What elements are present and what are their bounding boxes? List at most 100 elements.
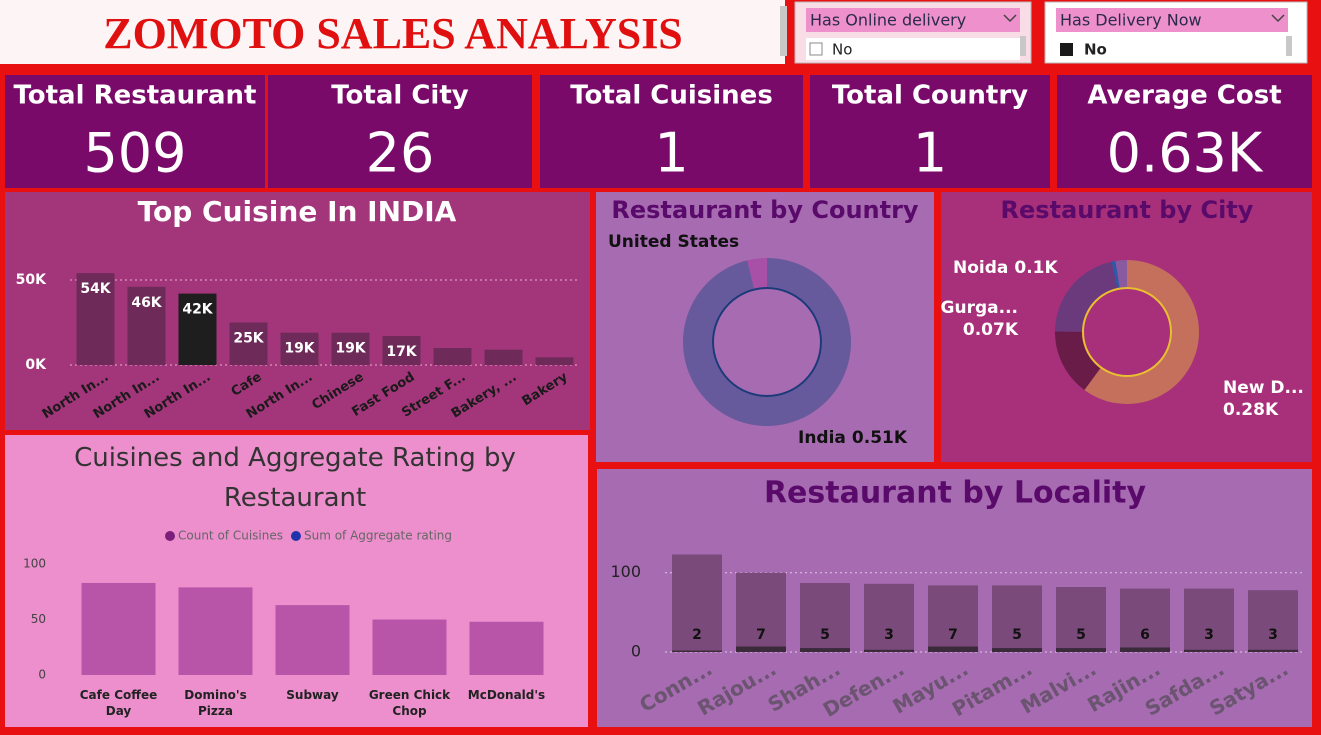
bar-segment [992, 648, 1042, 652]
chart-title: Top Cuisine In INDIA [138, 195, 457, 228]
kpi-value: 0.63K [1107, 122, 1264, 185]
data-label: 2 [692, 627, 702, 643]
donut-slice [1055, 261, 1118, 332]
kpi-label: Total Cuisines [570, 81, 773, 111]
bar [280, 332, 319, 365]
x-tick-label: McDonald's [467, 688, 546, 702]
x-tick-label: Green Chick Chop [368, 688, 451, 718]
data-label: 0.28K [1223, 400, 1279, 420]
data-label: 54K [80, 281, 111, 297]
slicer-option[interactable]: No [1084, 41, 1107, 59]
donut-slice [1054, 331, 1101, 391]
bar-segment [992, 585, 1042, 649]
slicer-header[interactable] [806, 8, 1020, 32]
data-label: 5 [1012, 627, 1022, 643]
slicer-header[interactable] [1056, 8, 1288, 32]
bar [372, 619, 447, 675]
kpi-label: Total City [331, 81, 469, 111]
dashboard-title: ZOMOTO SALES ANALYSIS [103, 9, 683, 58]
bar-segment [800, 648, 850, 652]
bar-segment [1248, 649, 1298, 652]
y-tick-label: 0 [38, 668, 46, 682]
category-label: Noida [953, 258, 1008, 278]
bar-segment [800, 583, 850, 649]
kpi-value: 1 [913, 122, 947, 185]
bar-segment [672, 554, 722, 651]
bar-segment [736, 646, 786, 652]
data-label: 7 [756, 627, 766, 643]
x-tick-label: Subway [286, 688, 339, 702]
checkbox[interactable] [1060, 43, 1073, 56]
x-tick-label: Cafe Coffee Day [79, 688, 158, 718]
data-label: 3 [1204, 627, 1214, 643]
bar-segment [1120, 647, 1170, 652]
kpi-card [810, 75, 1050, 188]
dropdown-icon[interactable] [1003, 14, 1017, 23]
kpi-value: 509 [83, 122, 186, 185]
bar-segment [672, 650, 722, 652]
bar-segment [864, 583, 914, 650]
bar-segment [864, 649, 914, 652]
data-label: Gurga... [941, 298, 1018, 318]
bar [382, 336, 421, 365]
value-label: 0.28K [1223, 400, 1279, 420]
chart-title-box: Cuisines and Aggregate Rating by Restaur… [74, 443, 516, 513]
donut-slice [1115, 260, 1127, 288]
bar-segment [1248, 590, 1298, 650]
bar [484, 349, 523, 365]
y-tick-label: 100 [610, 562, 641, 581]
legend-marker [290, 531, 301, 541]
x-tick-box: Subway [286, 688, 339, 702]
slicer-title: Has Online delivery [810, 11, 966, 30]
y-tick-label: 50 [31, 612, 46, 626]
y-tick-label: 0 [631, 642, 641, 661]
y-tick-label: 50K [16, 272, 47, 288]
data-label: 3 [1268, 627, 1278, 643]
chart-title: Restaurant by Locality [764, 476, 1147, 511]
data-label: 5 [820, 627, 830, 643]
x-tick-box: Domino's Pizza [184, 688, 247, 718]
x-tick-label: Domino's Pizza [184, 688, 247, 718]
bar [469, 621, 544, 675]
bar-segment [928, 646, 978, 652]
bar [127, 286, 166, 365]
slicer-title: Has Delivery Now [1060, 11, 1202, 30]
x-tick-box: Green Chick Chop [368, 688, 451, 718]
y-tick-label: 0K [25, 357, 47, 373]
panel [941, 192, 1312, 462]
data-label: Noida 0.1K [953, 258, 1058, 278]
kpi-label: Total Restaurant [13, 81, 256, 111]
bar [535, 357, 574, 365]
scrollbar [1020, 36, 1026, 56]
slicer-option[interactable]: No [832, 41, 852, 59]
bar [229, 322, 268, 365]
chart-title: Restaurant by City [1001, 196, 1254, 224]
donut-inner-ring [1082, 287, 1172, 377]
value-label: 0.1K [1014, 258, 1058, 278]
kpi-label: Average Cost [1087, 81, 1281, 111]
x-tick-box: McDonald's [467, 688, 546, 702]
data-label: 19K [284, 341, 315, 357]
data-label: 46K [131, 295, 162, 311]
panel [5, 435, 588, 727]
bar-segment [1184, 649, 1234, 652]
value-label: 0.07K [963, 320, 1019, 340]
bar [275, 605, 350, 675]
data-label: 3 [884, 627, 894, 643]
checkbox[interactable] [809, 42, 823, 56]
dropdown-icon[interactable] [1271, 14, 1285, 23]
bar [433, 348, 472, 365]
y-tick-label: 100 [23, 557, 46, 571]
legend-marker [165, 531, 175, 541]
legend-label: Sum of Aggregate rating [304, 529, 452, 543]
slicer-option-bg [806, 38, 1020, 60]
category-label: New D... [1223, 378, 1304, 398]
data-label: 42K [182, 302, 213, 318]
data-label: 25K [233, 331, 264, 347]
bar-segment [1120, 588, 1170, 648]
data-label: United States [608, 232, 739, 252]
bar [76, 273, 115, 365]
data-label: 17K [386, 344, 417, 360]
